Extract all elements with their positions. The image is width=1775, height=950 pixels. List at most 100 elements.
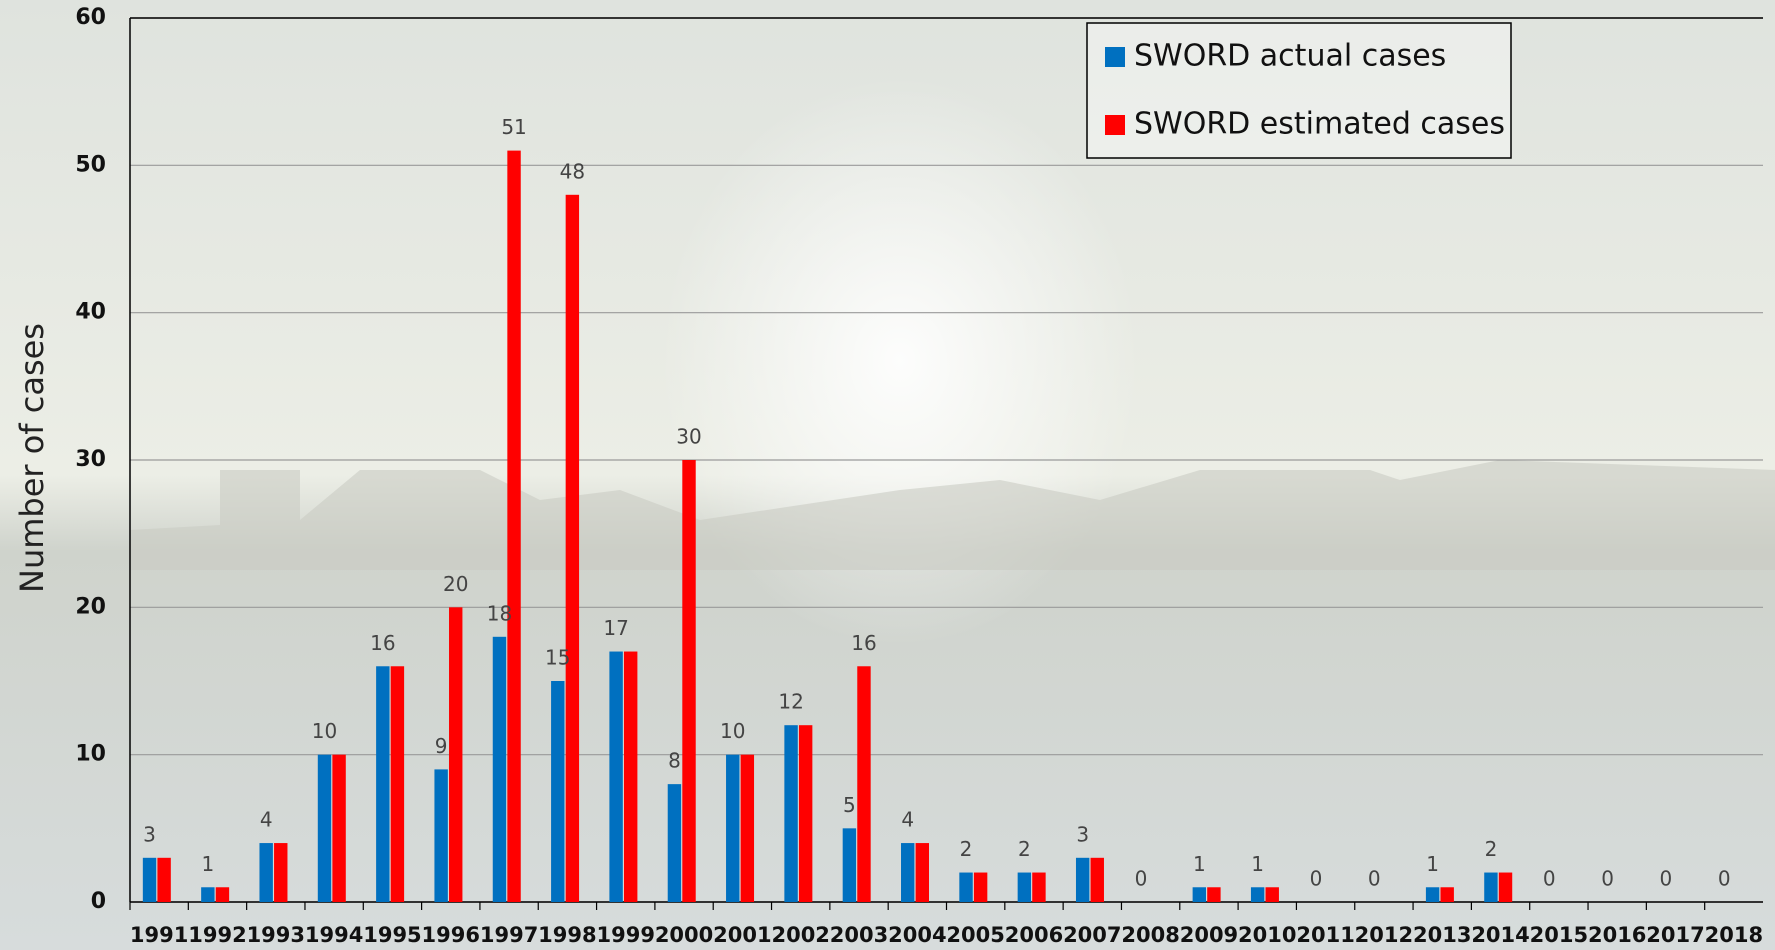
data-label: 0 [1660, 867, 1673, 891]
x-tick-label: 2013 [1413, 923, 1471, 947]
x-tick-label: 2010 [1238, 923, 1296, 947]
data-label: 9 [435, 734, 448, 758]
data-label: 30 [676, 425, 701, 449]
data-label: 10 [720, 719, 745, 743]
chart: Number of cases 010203040506019913199211… [0, 0, 1775, 950]
bar [609, 652, 622, 902]
x-tick-label: 1992 [188, 923, 246, 947]
bar [259, 843, 272, 902]
x-tick-label: 2003 [830, 923, 888, 947]
bar [201, 887, 214, 902]
bar [332, 755, 345, 902]
bar [1018, 873, 1031, 902]
bar [1266, 887, 1279, 902]
x-tick-label: 2017 [1646, 923, 1704, 947]
data-label: 1 [1251, 852, 1264, 876]
bar [1032, 873, 1045, 902]
bar [857, 666, 870, 902]
bar [1484, 873, 1497, 902]
data-label: 1 [1426, 852, 1439, 876]
bar [274, 843, 287, 902]
x-tick-label: 2004 [888, 923, 946, 947]
data-label: 15 [545, 646, 570, 670]
y-tick-label: 0 [91, 889, 106, 914]
x-tick-label: 2007 [1063, 923, 1121, 947]
data-label: 16 [370, 631, 395, 655]
data-label: 20 [443, 572, 468, 596]
y-tick-label: 40 [75, 300, 106, 325]
data-label: 2 [1485, 837, 1498, 861]
bar [1076, 858, 1089, 902]
bar [974, 873, 987, 902]
bar [682, 460, 695, 902]
bar [157, 858, 170, 902]
x-tick-label: 1996 [422, 923, 480, 947]
bar [624, 652, 637, 902]
y-tick-label: 30 [75, 447, 106, 472]
data-label: 12 [778, 690, 803, 714]
y-tick-label: 20 [75, 594, 106, 619]
data-label: 48 [560, 159, 585, 183]
x-tick-label: 2000 [655, 923, 713, 947]
bar [507, 151, 520, 902]
bar [434, 769, 447, 902]
data-label: 1 [201, 852, 214, 876]
y-tick-label: 60 [75, 5, 106, 30]
data-label: 18 [487, 601, 512, 625]
x-tick-label: 2012 [1355, 923, 1413, 947]
data-label: 4 [260, 808, 273, 832]
x-tick-label: 2006 [1005, 923, 1063, 947]
data-label: 2 [960, 837, 973, 861]
data-label: 0 [1368, 867, 1381, 891]
data-label: 8 [668, 749, 681, 773]
data-label: 10 [312, 719, 337, 743]
data-label: 3 [143, 822, 156, 846]
data-label: 0 [1543, 867, 1556, 891]
data-label: 3 [1076, 822, 1089, 846]
bar [318, 755, 331, 902]
bar [1193, 887, 1206, 902]
bar [1091, 858, 1104, 902]
y-tick-label: 50 [75, 152, 106, 177]
x-tick-label: 2005 [946, 923, 1004, 947]
data-label: 0 [1310, 867, 1323, 891]
bar [668, 784, 681, 902]
bar [916, 843, 929, 902]
legend-label: SWORD estimated cases [1134, 107, 1505, 142]
bar [566, 195, 579, 902]
bar [1426, 887, 1439, 902]
bar [391, 666, 404, 902]
bar [1251, 887, 1264, 902]
x-tick-label: 1999 [597, 923, 655, 947]
legend-swatch [1105, 47, 1125, 67]
page: Number of cases 010203040506019913199211… [0, 0, 1775, 950]
x-tick-label: 1995 [363, 923, 421, 947]
x-tick-label: 2001 [713, 923, 771, 947]
bar [799, 725, 812, 902]
bar [493, 637, 506, 902]
bar [741, 755, 754, 902]
x-tick-label: 1993 [247, 923, 305, 947]
x-tick-label: 2002 [771, 923, 829, 947]
data-label: 2 [1018, 837, 1031, 861]
legend-label: SWORD actual cases [1134, 39, 1446, 74]
bar [551, 681, 564, 902]
bar [784, 725, 797, 902]
bar [901, 843, 914, 902]
data-label: 1 [1193, 852, 1206, 876]
data-label: 17 [603, 616, 628, 640]
x-tick-label: 1997 [480, 923, 538, 947]
legend-swatch [1105, 115, 1125, 135]
data-label: 16 [851, 631, 876, 655]
bar [1207, 887, 1220, 902]
bar [726, 755, 739, 902]
bar [143, 858, 156, 902]
data-label: 51 [501, 115, 526, 139]
data-label: 0 [1601, 867, 1614, 891]
x-tick-label: 2018 [1705, 923, 1763, 947]
bar [216, 887, 229, 902]
bar [843, 828, 856, 902]
x-tick-label: 1998 [538, 923, 596, 947]
y-axis-title: Number of cases [13, 323, 51, 593]
x-tick-label: 2016 [1588, 923, 1646, 947]
